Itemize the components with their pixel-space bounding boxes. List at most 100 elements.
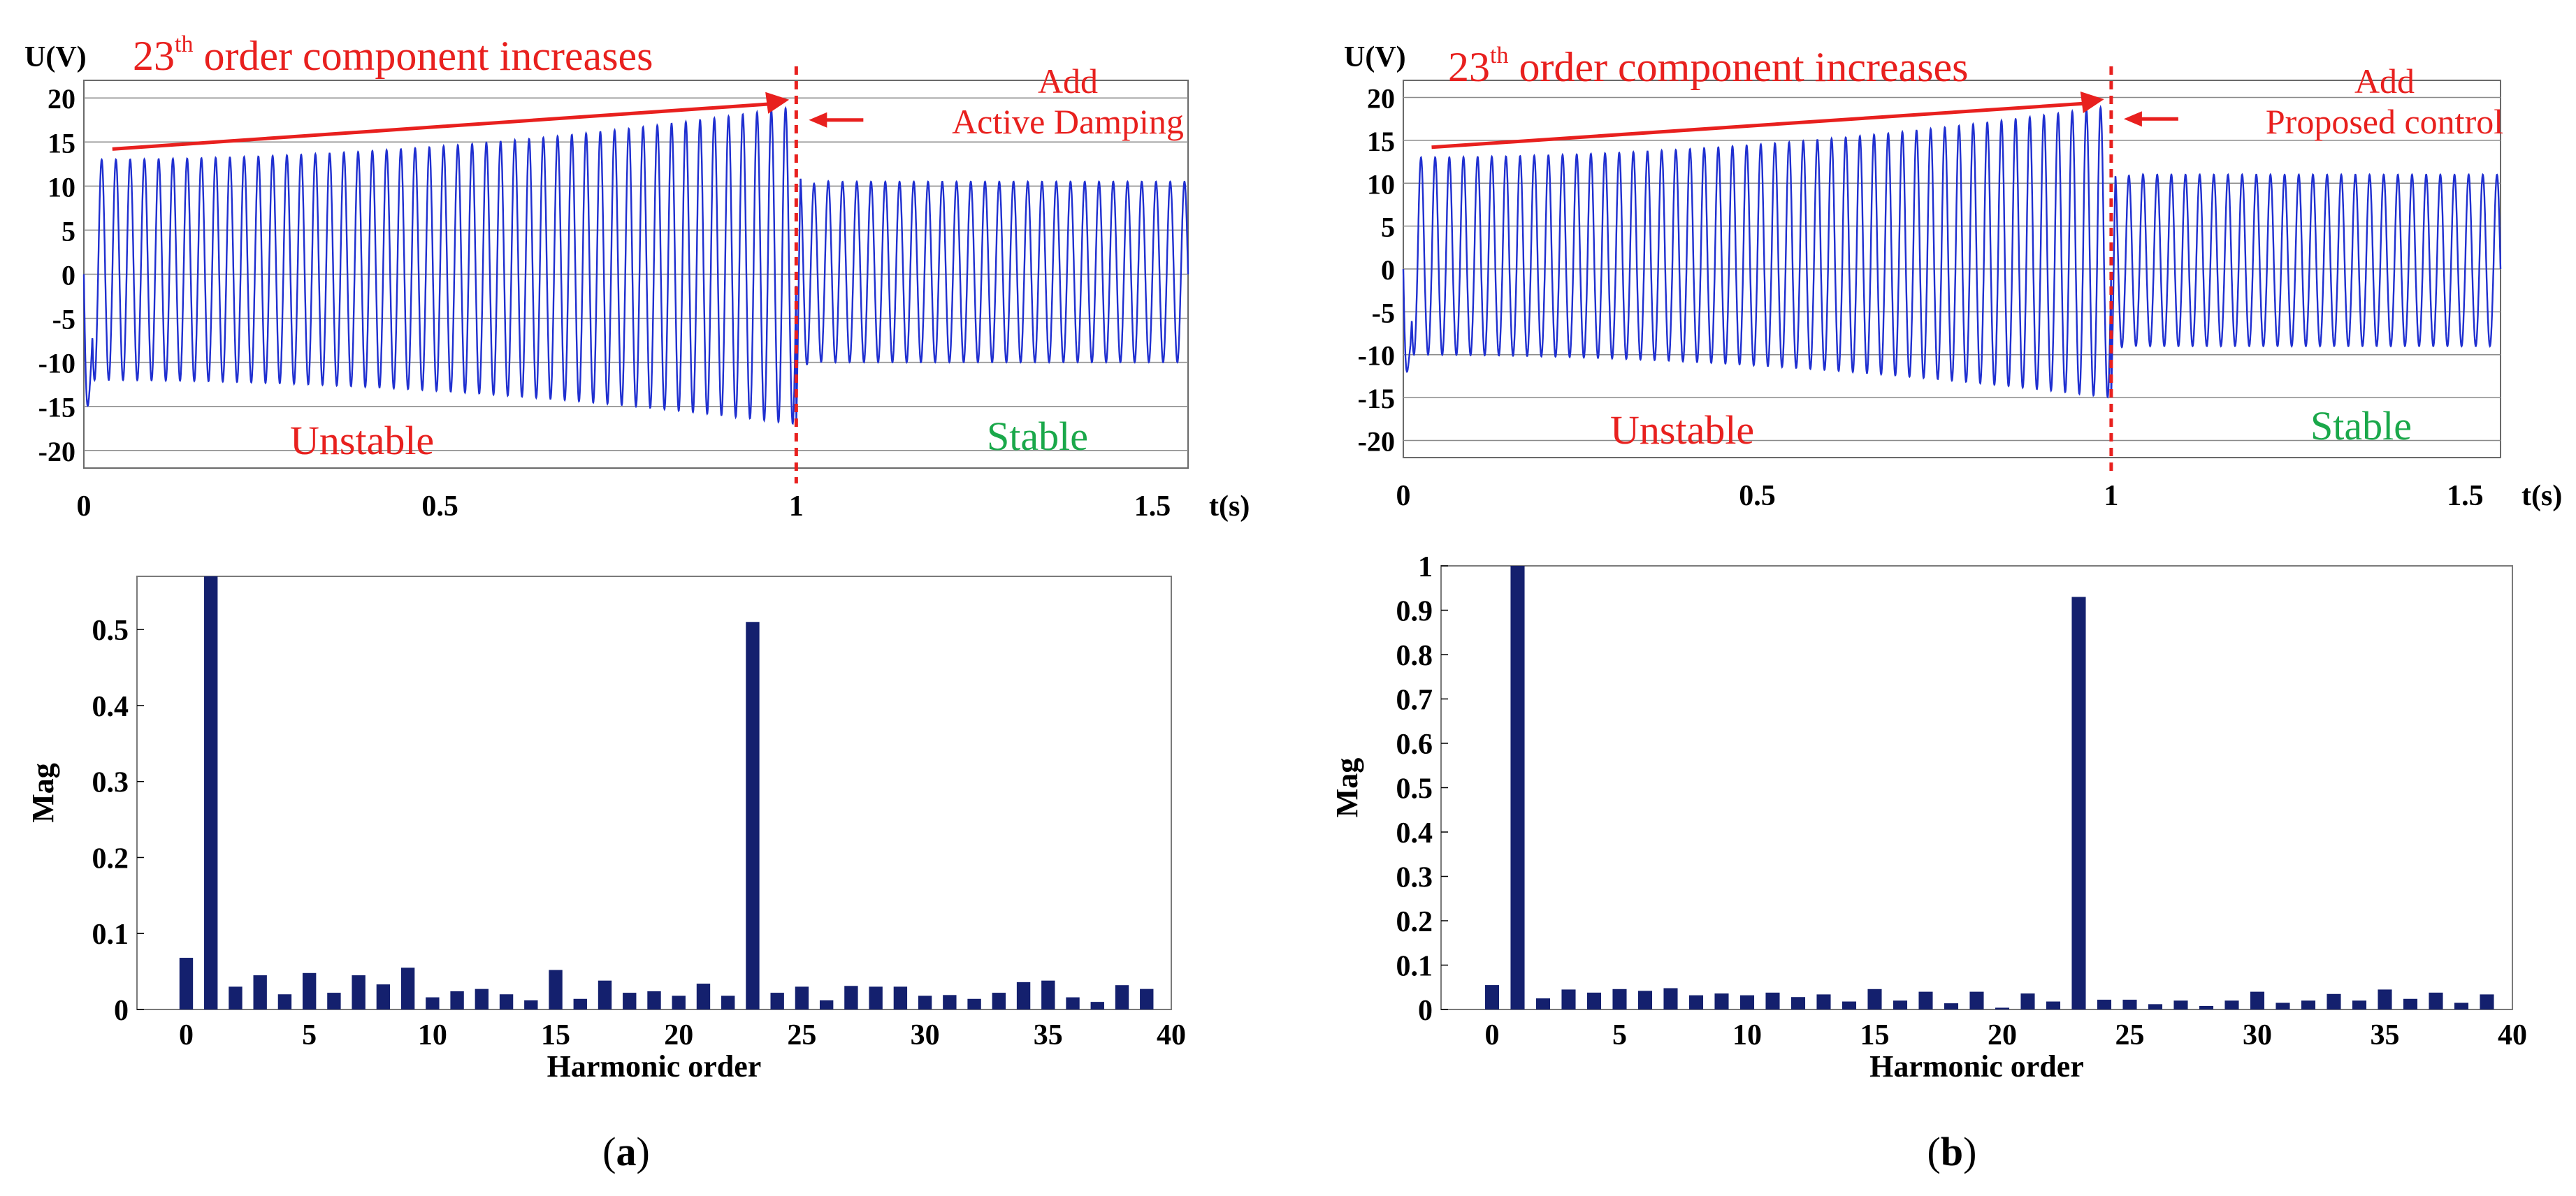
x-axis-label: Harmonic order bbox=[1869, 1049, 2084, 1084]
harmonic-bar bbox=[376, 984, 391, 1009]
harmonic-bar bbox=[1790, 997, 1806, 1009]
unstable-label: Unstable bbox=[1610, 407, 1754, 453]
harmonic-bar bbox=[2148, 1004, 2163, 1009]
harmonic-bar bbox=[2403, 998, 2418, 1009]
harmonic-bar bbox=[524, 1000, 538, 1009]
harmonic-bar bbox=[795, 986, 809, 1009]
x-tick-label: 25 bbox=[787, 1019, 816, 1051]
harmonic-bar bbox=[400, 968, 415, 1009]
harmonic-bar bbox=[1663, 988, 1678, 1009]
harmonic-bar bbox=[721, 996, 735, 1009]
harmonic-bar bbox=[1041, 980, 1055, 1009]
y-tick-label: -5 bbox=[1372, 297, 1395, 328]
x-tick-label: 15 bbox=[541, 1019, 570, 1051]
caption-a-letter: a bbox=[616, 1129, 637, 1174]
bar-chart-a: 0 0.1 0.2 0.3 0.4 0.5 0 5 10 15 20 25 30 35 40 Harmonic… bbox=[26, 576, 1186, 1084]
y-tick-label: 20 bbox=[48, 83, 75, 115]
harmonic-bar bbox=[918, 996, 932, 1009]
x-tick-label: 0.5 bbox=[1739, 480, 1776, 512]
harmonic-bar bbox=[499, 994, 514, 1009]
harmonic-bar bbox=[2224, 1000, 2239, 1009]
add-label: Add bbox=[2354, 61, 2415, 101]
x-tick-label: 0.5 bbox=[421, 490, 458, 523]
trend-arrow-line bbox=[112, 102, 772, 151]
harmonic-bar bbox=[2327, 993, 2341, 1009]
x-tick-label: 0 bbox=[1485, 1019, 1500, 1051]
harmonic-bar bbox=[1995, 1007, 2010, 1009]
harmonic-bar bbox=[2020, 993, 2035, 1009]
harmonic-bar bbox=[2352, 1000, 2367, 1009]
x-tick-label: 40 bbox=[1157, 1019, 1186, 1051]
harmonic-bar bbox=[2275, 1002, 2290, 1009]
x-tick-label: 10 bbox=[1732, 1019, 1762, 1051]
harmonic-bar bbox=[1688, 995, 1704, 1009]
harmonic-bar bbox=[943, 995, 957, 1009]
x-tick-label: 20 bbox=[664, 1019, 693, 1051]
harmonic-bar bbox=[1969, 991, 1984, 1009]
harmonic-bar bbox=[1140, 989, 1154, 1009]
harmonic-bar bbox=[1893, 1000, 1908, 1009]
harmonic-bar bbox=[967, 998, 981, 1009]
y-tick-label: 10 bbox=[1367, 168, 1395, 200]
harmonic-bar bbox=[2454, 1002, 2469, 1009]
stable-label: Stable bbox=[987, 414, 1088, 459]
harmonic-bar bbox=[2046, 1001, 2061, 1009]
y-tick-label: 15 bbox=[48, 127, 75, 159]
harmonic-bar bbox=[1612, 989, 1627, 1009]
annotation-order: 23 bbox=[133, 33, 175, 79]
harmonic-bar bbox=[647, 991, 661, 1009]
top-annotation: 23th order component increases bbox=[1448, 43, 1969, 90]
harmonic-bar bbox=[1586, 992, 1602, 1009]
trend-arrow-head bbox=[2080, 92, 2104, 113]
harmonic-bar bbox=[1739, 995, 1755, 1009]
y-tick-label: 0.2 bbox=[92, 843, 129, 875]
harmonic-bar bbox=[277, 994, 292, 1009]
y-tick-label: 0.1 bbox=[1396, 951, 1433, 983]
harmonic-bar bbox=[549, 970, 563, 1009]
x-tick-label: 1 bbox=[789, 490, 804, 523]
harmonic-bar bbox=[1714, 993, 1729, 1009]
x-tick-label: 1 bbox=[2104, 480, 2118, 512]
harmonic-bar bbox=[696, 984, 711, 1009]
y-tick-label: 5 bbox=[1381, 212, 1395, 243]
x-tick-label: 10 bbox=[418, 1019, 447, 1051]
harmonic-bar bbox=[2173, 1000, 2188, 1009]
x-tick-label: 1.5 bbox=[2447, 480, 2484, 512]
harmonic-bar bbox=[1066, 997, 1080, 1009]
x-tick-label: 0 bbox=[1396, 480, 1411, 512]
harmonic-bar bbox=[1016, 982, 1031, 1009]
x-tick-label: 20 bbox=[1988, 1019, 2017, 1051]
y-tick-label: 0.5 bbox=[92, 615, 129, 647]
y-tick-label: 5 bbox=[61, 215, 75, 247]
harmonic-bar bbox=[204, 576, 218, 1009]
harmonic-bar bbox=[1637, 991, 1653, 1009]
y-axis-label: Mag bbox=[26, 763, 60, 823]
y-tick-label: 0.5 bbox=[1396, 773, 1433, 805]
x-axis-label: Harmonic order bbox=[547, 1049, 762, 1084]
y-tick-label: 0.4 bbox=[92, 691, 129, 723]
harmonic-bar bbox=[1918, 991, 1933, 1009]
x-tick-label: 25 bbox=[2115, 1019, 2145, 1051]
add-label: Add bbox=[1038, 61, 1098, 101]
x-tick-label: 35 bbox=[1034, 1019, 1063, 1051]
harmonic-bar bbox=[1090, 1002, 1104, 1009]
y-tick-label: -10 bbox=[38, 348, 75, 379]
x-tick-label: 1.5 bbox=[1134, 490, 1171, 523]
y-axis-label: U(V) bbox=[24, 41, 87, 73]
y-tick-label: -5 bbox=[52, 304, 75, 335]
harmonic-bar bbox=[672, 996, 686, 1009]
trend-arrow-head bbox=[765, 92, 790, 114]
harmonic-bar bbox=[770, 993, 784, 1009]
x-axis-label: t(s) bbox=[2521, 480, 2562, 512]
annotation-superscript: th bbox=[175, 31, 193, 57]
harmonic-bar bbox=[893, 986, 908, 1009]
stable-label: Stable bbox=[2310, 403, 2412, 449]
x-tick-label: 35 bbox=[2371, 1019, 2400, 1051]
harmonic-bar bbox=[253, 975, 267, 1009]
unstable-label: Unstable bbox=[290, 418, 434, 463]
switch-arrow-head bbox=[809, 112, 827, 128]
x-tick-label: 5 bbox=[302, 1019, 317, 1051]
harmonic-bar bbox=[2250, 991, 2265, 1009]
plot-frame bbox=[136, 576, 1172, 1010]
